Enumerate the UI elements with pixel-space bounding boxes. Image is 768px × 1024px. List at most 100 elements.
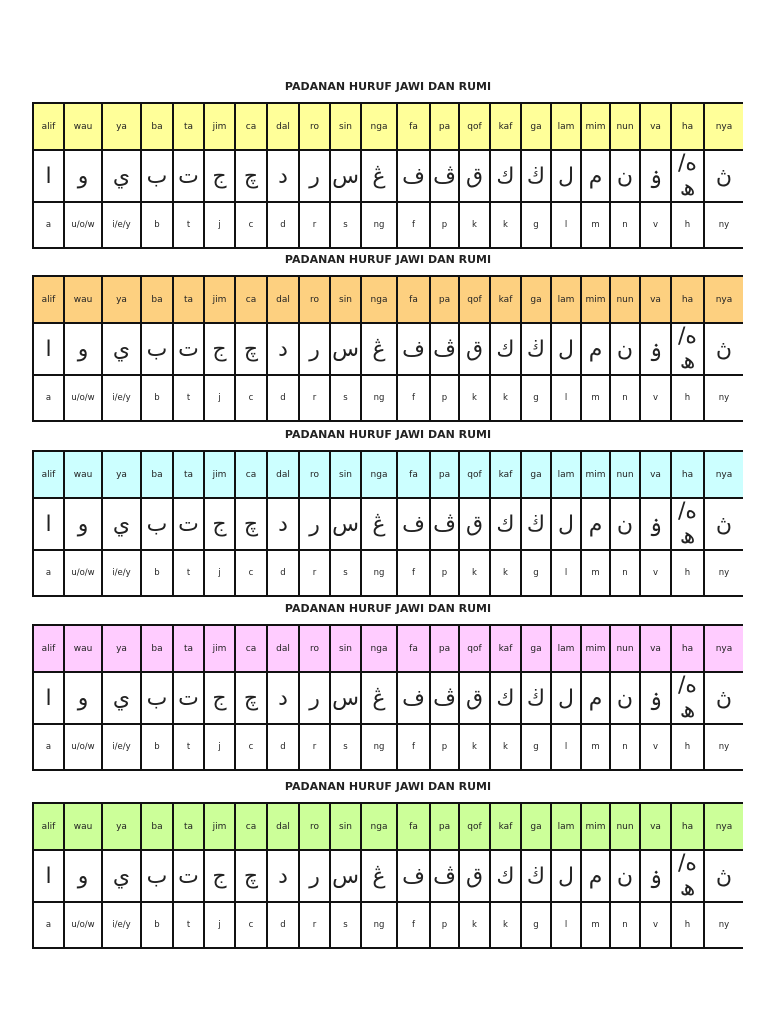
letter-name-cell: va: [639, 275, 672, 324]
rumi-letter-cell: a: [32, 549, 65, 597]
rumi-letter-cell: l: [550, 549, 582, 597]
rumi-letter-cell: v: [639, 723, 672, 771]
rumi-letter-cell: s: [329, 201, 362, 249]
rumi-letter-cell: d: [266, 374, 300, 422]
letter-name-cell: ro: [298, 802, 331, 851]
jawi-letter-cell: ر: [298, 671, 331, 725]
letter-name-cell: ha: [670, 624, 705, 673]
rumi-letter-cell: d: [266, 549, 300, 597]
letter-name-cell: nun: [609, 275, 641, 324]
letter-name-cell: qof: [458, 802, 491, 851]
letter-name-cell: qof: [458, 275, 491, 324]
jawi-letter-cell: ڬ: [520, 322, 552, 376]
jawi-letter-cell: ج: [203, 497, 236, 551]
jawi-letter-cell: ج: [203, 322, 236, 376]
jawi-letter-cell: و: [63, 849, 103, 903]
rumi-letter-cell: p: [429, 549, 460, 597]
jawi-letter-cell: ا: [32, 671, 65, 725]
rumi-letter-cell: v: [639, 201, 672, 249]
header-row: alif wau ya ba ta jim ca dal ro sin nga fa pa qof kaf g…: [32, 802, 743, 851]
rumi-letter-cell: b: [140, 549, 174, 597]
rumi-letter-cell: j: [203, 549, 236, 597]
letter-name-cell: sin: [329, 802, 362, 851]
jawi-letter-cell: ڬ: [520, 497, 552, 551]
rumi-letter-cell: n: [609, 549, 641, 597]
letter-name-cell: jim: [203, 102, 236, 151]
letter-name-cell: nya: [703, 624, 743, 673]
letter-table: alif wau ya ba ta jim ca dal ro sin nga fa pa qof kaf g…: [32, 275, 743, 422]
jawi-letter-cell: ا: [32, 149, 65, 203]
jawi-letter-cell: ت: [172, 322, 205, 376]
letter-name-cell: qof: [458, 624, 491, 673]
letter-name-cell: ca: [234, 102, 268, 151]
rumi-letter-cell: ny: [703, 374, 743, 422]
letter-name-cell: sin: [329, 102, 362, 151]
rumi-letter-cell: r: [298, 549, 331, 597]
rumi-letter-cell: i/e/y: [101, 723, 142, 771]
rumi-letter-cell: c: [234, 374, 268, 422]
letter-name-cell: jim: [203, 275, 236, 324]
rumi-letter-cell: u/o/w: [63, 374, 103, 422]
rumi-letter-cell: f: [396, 549, 431, 597]
jawi-rumi-table-4: PADANAN HURUF JAWI DAN RUMI alif wau ya ba ta…: [32, 602, 744, 771]
rumi-letter-cell: k: [489, 901, 522, 949]
jawi-letter-cell: چ: [234, 149, 268, 203]
jawi-letter-cell: ج: [203, 849, 236, 903]
jawi-letter-cell: ج: [203, 149, 236, 203]
letter-name-cell: ga: [520, 624, 552, 673]
rumi-letter-cell: v: [639, 374, 672, 422]
rumi-letter-cell: h: [670, 374, 705, 422]
jawi-letter-cell: ر: [298, 497, 331, 551]
letter-name-cell: ba: [140, 275, 174, 324]
letter-name-cell: ga: [520, 450, 552, 499]
rumi-letter-cell: g: [520, 374, 552, 422]
rumi-letter-cell: h: [670, 201, 705, 249]
jawi-letter-cell: چ: [234, 671, 268, 725]
table-title: PADANAN HURUF JAWI DAN RUMI: [284, 253, 492, 266]
letter-name-cell: nun: [609, 450, 641, 499]
letter-name-cell: sin: [329, 450, 362, 499]
jawi-letter-cell: ك: [489, 149, 522, 203]
jawi-letter-cell: ي: [101, 671, 142, 725]
rumi-letter-cell: k: [489, 374, 522, 422]
letter-name-cell: lam: [550, 450, 582, 499]
jawi-letter-cell: م: [580, 322, 611, 376]
rumi-letter-cell: b: [140, 374, 174, 422]
jawi-rumi-table-1: PADANAN HURUF JAWI DAN RUMI alif wau ya ba ta…: [32, 80, 744, 249]
jawi-letter-cell: ه/ھ: [670, 671, 705, 725]
rumi-letter-cell: b: [140, 901, 174, 949]
jawi-letter-cell: ڽ: [703, 497, 743, 551]
jawi-row: ا و ي ب ت ج چ د ر س ڠ ف ڤ ق ك ڬ ل م ن ۏ ه/ھ ڽ: [32, 497, 743, 551]
jawi-letter-cell: م: [580, 671, 611, 725]
jawi-letter-cell: ب: [140, 849, 174, 903]
letter-name-cell: nya: [703, 450, 743, 499]
letter-name-cell: ha: [670, 450, 705, 499]
rumi-letter-cell: u/o/w: [63, 549, 103, 597]
letter-name-cell: mim: [580, 802, 611, 851]
letter-table: alif wau ya ba ta jim ca dal ro sin nga fa pa qof kaf g…: [32, 450, 743, 597]
jawi-rumi-table-5: PADANAN HURUF JAWI DAN RUMI alif wau ya ba ta…: [32, 780, 744, 949]
rumi-letter-cell: c: [234, 549, 268, 597]
letter-name-cell: ya: [101, 450, 142, 499]
letter-name-cell: alif: [32, 450, 65, 499]
jawi-row: ا و ي ب ت ج چ د ر س ڠ ف ڤ ق ك ڬ ل م ن ۏ ه/ھ ڽ: [32, 322, 743, 376]
rumi-letter-cell: g: [520, 201, 552, 249]
rumi-row: a u/o/w i/e/y b t j c d r s ng f p k k g l m n v h ny: [32, 901, 743, 949]
jawi-letter-cell: ا: [32, 322, 65, 376]
rumi-letter-cell: j: [203, 723, 236, 771]
jawi-letter-cell: ۏ: [639, 149, 672, 203]
rumi-letter-cell: i/e/y: [101, 549, 142, 597]
jawi-letter-cell: ه/ھ: [670, 497, 705, 551]
rumi-letter-cell: ng: [360, 549, 398, 597]
letter-name-cell: ya: [101, 275, 142, 324]
table-title: PADANAN HURUF JAWI DAN RUMI: [284, 780, 492, 793]
letter-name-cell: qof: [458, 102, 491, 151]
rumi-letter-cell: k: [458, 374, 491, 422]
jawi-letter-cell: ڤ: [429, 671, 460, 725]
rumi-letter-cell: v: [639, 901, 672, 949]
rumi-letter-cell: a: [32, 374, 65, 422]
letter-name-cell: wau: [63, 450, 103, 499]
letter-name-cell: ta: [172, 624, 205, 673]
rumi-letter-cell: ng: [360, 901, 398, 949]
letter-name-cell: nga: [360, 275, 398, 324]
